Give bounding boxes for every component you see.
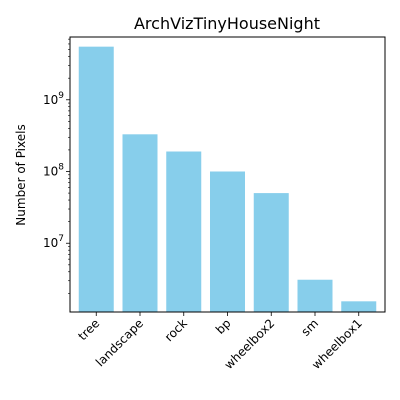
bar-landscape	[122, 134, 158, 312]
x-tick-label-landscape: landscape	[93, 316, 146, 369]
y-tick-base: 10	[43, 165, 58, 179]
x-tick-label-rock: rock	[162, 316, 190, 344]
bar-tree	[78, 46, 114, 312]
plot-frame	[69, 36, 386, 313]
x-tick-label-tree: tree	[75, 316, 102, 343]
chart-title: ArchVizTinyHouseNight	[134, 14, 320, 33]
y-tick-label: 107	[43, 234, 64, 250]
bar-wheelbox2	[253, 193, 289, 312]
y-tick-exponent: 9	[58, 91, 64, 101]
y-tick-base: 10	[43, 236, 58, 250]
bar-bp	[210, 171, 245, 312]
y-tick-exponent: 8	[58, 163, 64, 173]
y-tick-label: 109	[43, 91, 64, 107]
y-tick-base: 10	[43, 93, 58, 107]
y-tick-label: 108	[43, 163, 64, 179]
bars-group	[78, 46, 377, 312]
y-tick-exponent: 7	[58, 234, 64, 244]
y-axis-label: Number of Pixels	[14, 124, 28, 225]
x-tick-label-sm: sm	[299, 316, 322, 339]
bar-sm	[297, 279, 333, 312]
x-tick-label-bp: bp	[213, 316, 234, 337]
bar-wheelbox1	[341, 301, 377, 312]
bar-rock	[166, 151, 202, 312]
